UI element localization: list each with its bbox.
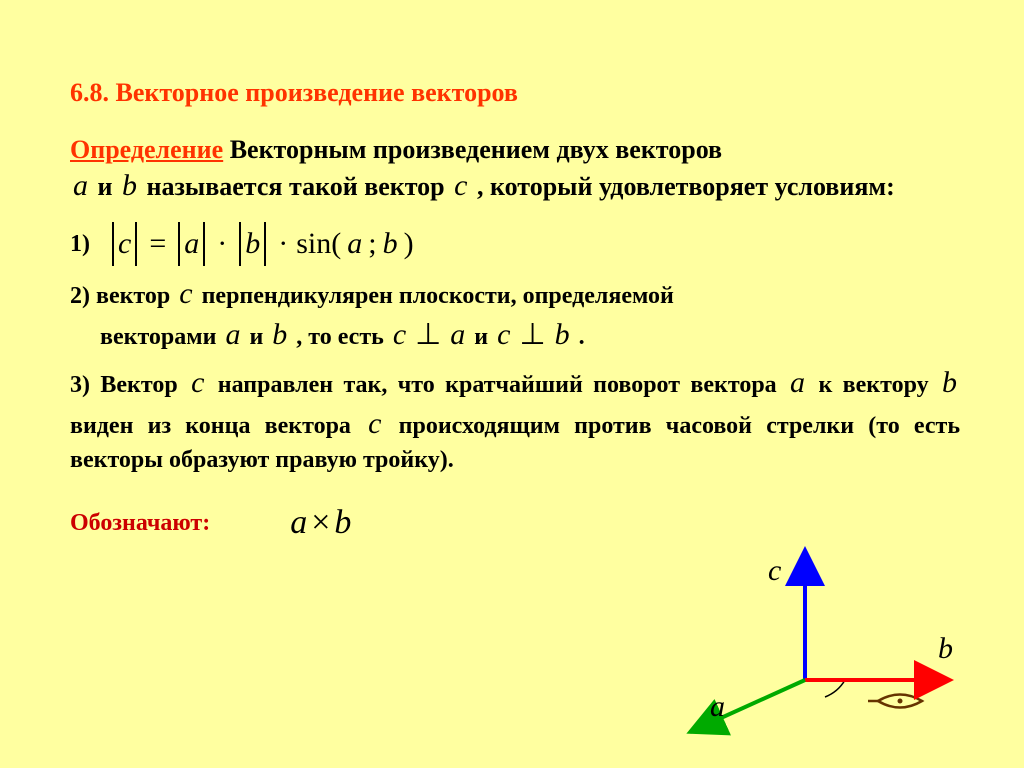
item1-label: 1) (70, 228, 90, 260)
item2-c: векторами (100, 324, 222, 350)
formula-b1: b (245, 224, 260, 265)
var-a: a (70, 169, 91, 202)
formula-a1: a (184, 224, 199, 265)
item3-var-c2: c (365, 407, 384, 440)
rotation-arc (825, 680, 845, 697)
perp-cb-c: c (494, 318, 513, 351)
condition-3: 3) Вектор c направлен так, что кратчайши… (70, 363, 960, 476)
formula-close: ) (404, 224, 414, 265)
item3-b: направлен так, что кратчайший поворот ве… (218, 372, 787, 398)
perp-1: ⊥ (415, 318, 441, 351)
eye-icon (868, 695, 922, 708)
item3-var-c1: c (188, 366, 207, 399)
item3-var-a: a (787, 366, 808, 399)
item2-var-a: a (222, 318, 243, 351)
item3-a: 3) Вектор (70, 372, 188, 398)
axis-label-b: b (938, 632, 953, 666)
def-text-3: называется такой вектор (146, 172, 444, 201)
formula-sep: ; (368, 224, 376, 265)
item2-d: и (249, 324, 269, 350)
notation-label: Обозначают: (70, 510, 210, 537)
magnitude-formula: c = a · b · sin( a; b ) (108, 222, 414, 266)
var-b: b (119, 169, 140, 202)
formula-c: c (118, 224, 131, 265)
section-title: 6.8. Векторное произведение векторов (70, 78, 960, 108)
item2-b: перпендикулярен плоскости, определяемой (202, 283, 674, 309)
item2-e: , то есть (296, 324, 390, 350)
cross-product-notation: a×b (290, 504, 351, 542)
condition-1: 1) c = a · b · sin( a; b ) (70, 222, 960, 266)
item2-f: и (474, 324, 494, 350)
condition-2-line2: векторами a и b , то есть c ⊥ a и c ⊥ b … (70, 315, 960, 356)
axis-label-c: c (768, 554, 781, 588)
formula-b2: b (381, 224, 400, 265)
formula-eq: = (145, 224, 170, 265)
def-text-4: , который удовлетворяет условиям: (470, 172, 894, 201)
formula-sin: sin( (296, 224, 341, 265)
var-c: c (451, 169, 470, 202)
def-text-1: Векторным произведением двух векторов (223, 135, 722, 164)
perp-ca-c: c (390, 318, 409, 351)
perp-ca-a: a (447, 318, 468, 351)
slide-content: 6.8. Векторное произведение векторов Опр… (70, 78, 960, 542)
def-text-2: и (98, 172, 119, 201)
vector-diagram: c b a (640, 532, 970, 742)
formula-a2: a (345, 224, 364, 265)
axis-label-a: a (710, 690, 725, 724)
axb-b: b (334, 504, 351, 541)
axis-a (690, 680, 805, 732)
item3-var-b: b (939, 366, 960, 399)
definition-block: Определение Векторным произведением двух… (70, 134, 960, 204)
item2-var-c: c (176, 277, 195, 310)
item2-a: 2) вектор (70, 283, 176, 309)
formula-dot2: · (274, 224, 292, 265)
item3-d: виден из конца вектора (70, 413, 365, 439)
perp-cb-b: b (552, 318, 573, 351)
item2-g: . (579, 324, 585, 350)
axb-a: a (290, 504, 307, 541)
item3-c: к вектору (818, 372, 939, 398)
condition-2: 2) вектор c перпендикулярен плоскости, о… (70, 274, 960, 355)
perp-2: ⊥ (519, 318, 545, 351)
formula-dot1: · (213, 224, 231, 265)
diagram-svg (640, 532, 970, 742)
axb-times: × (307, 504, 334, 541)
item2-var-b: b (269, 318, 290, 351)
definition-label: Определение (70, 135, 223, 164)
